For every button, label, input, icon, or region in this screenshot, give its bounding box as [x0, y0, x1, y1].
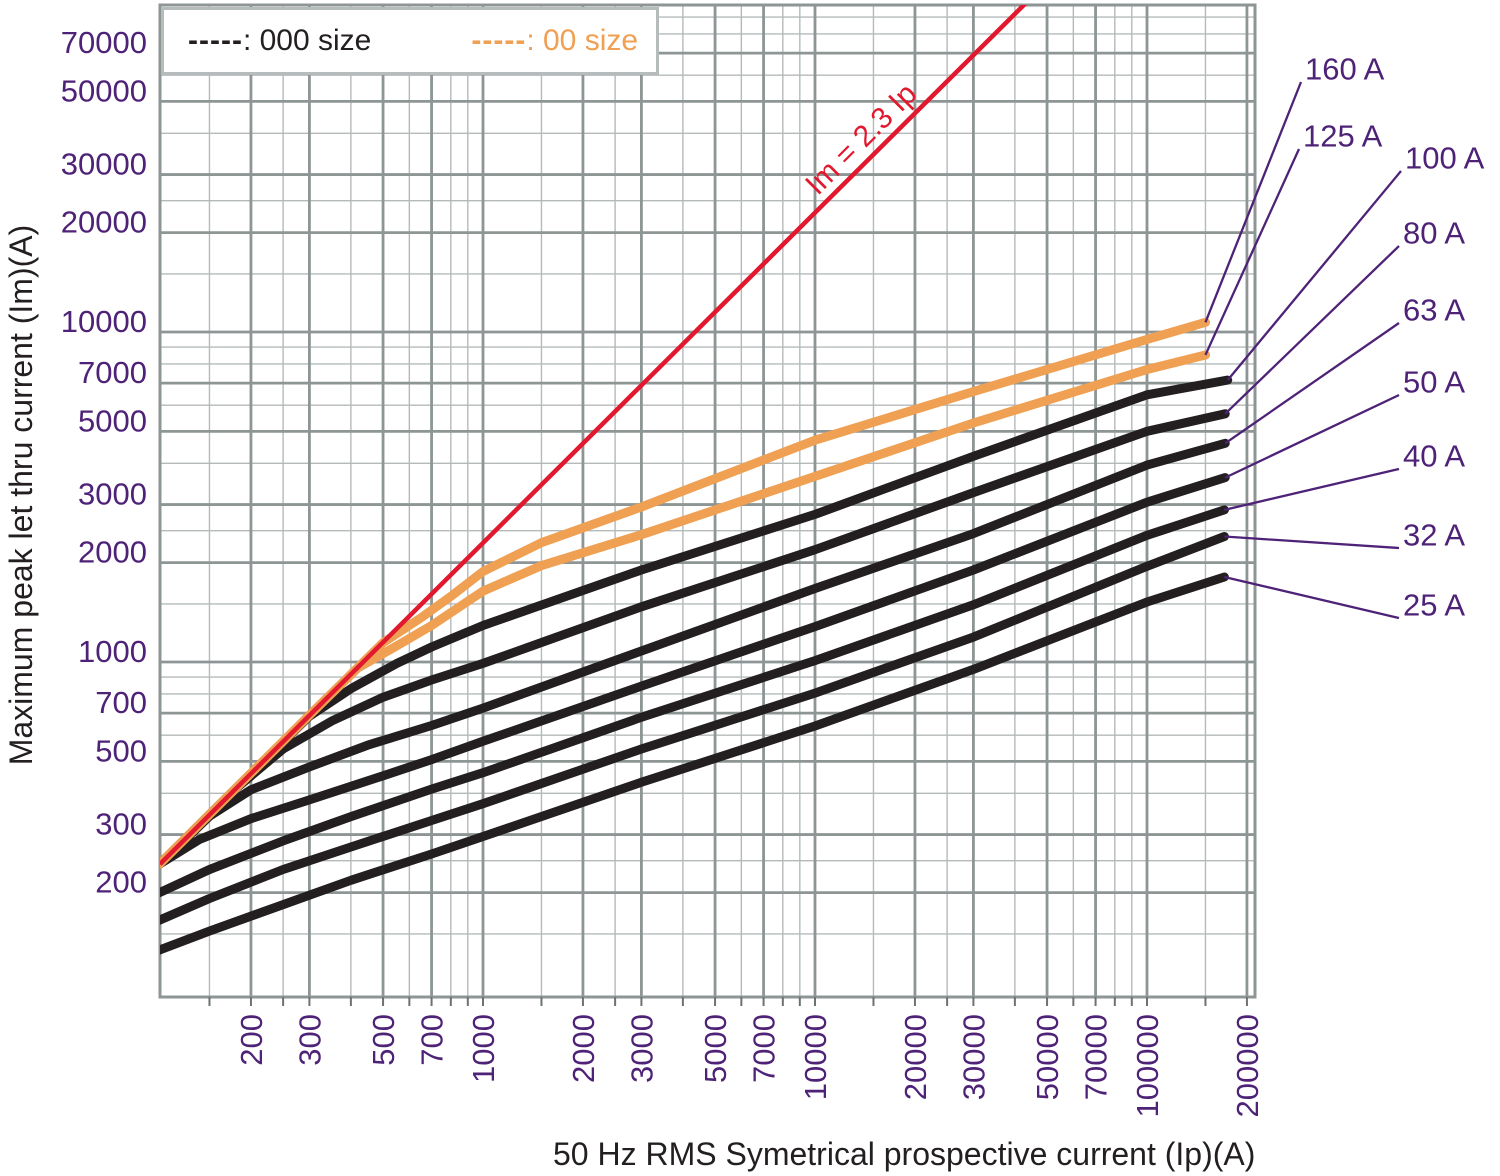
x-tick-label: 10000: [798, 1014, 833, 1100]
leader-40A: [1224, 467, 1400, 512]
x-tick-label: 500: [366, 1014, 401, 1066]
curve-50A: [160, 473, 1230, 869]
x-tick-marks: [208, 997, 1248, 1006]
curve-label-125A: 125 A: [1303, 119, 1383, 154]
y-tick-label: 20000: [61, 205, 147, 240]
y-tick-label: 7000: [78, 355, 147, 390]
x-tick-label: 100000: [1130, 1014, 1165, 1117]
x-tick-label: 700: [415, 1014, 450, 1066]
y-tick-label: 70000: [61, 25, 147, 60]
curve-label-80A: 80 A: [1403, 216, 1465, 251]
leader-32A: [1224, 535, 1400, 550]
legend-label-000: : 000 size: [242, 24, 372, 57]
leader-25A: [1224, 575, 1400, 620]
legend-item-000: -----: 000 size: [188, 24, 371, 58]
curve-label-160A: 160 A: [1305, 52, 1385, 87]
curve-label-63A: 63 A: [1403, 293, 1465, 328]
x-tick-label: 30000: [956, 1014, 991, 1100]
y-tick-label: 30000: [61, 147, 147, 182]
leader-80A: [1224, 245, 1400, 415]
leader-63A: [1224, 322, 1400, 445]
plot-border: [158, 3, 1257, 999]
curve-32A: [160, 532, 1229, 925]
x-tick-label: 200: [234, 1014, 269, 1066]
legend-dash-000: -----: [188, 24, 243, 57]
x-tick-label: 7000: [747, 1014, 782, 1083]
curve-63A: [160, 438, 1230, 869]
grid-major: [160, 5, 1255, 997]
legend-dash-00: -----: [471, 24, 527, 57]
x-tick-label: 200000: [1230, 1014, 1265, 1117]
y-tick-label: 2000: [78, 535, 147, 570]
y-tick-label: 3000: [78, 477, 147, 512]
x-axis-title: 50 Hz RMS Symetrical prospective current…: [553, 1136, 1256, 1172]
x-tick-labels: 200 300 500 700 1000 2000 3000 5000 7000 10000 200…: [234, 1014, 1265, 1117]
curve-label-25A: 25 A: [1403, 588, 1465, 623]
y-tick-label: 500: [95, 733, 147, 768]
y-tick-labels: 200 300 500 700 1000 2000 3000 5000 7000 10000 200…: [61, 25, 147, 900]
curve-label-40A: 40 A: [1403, 439, 1465, 474]
y-tick-label: 200: [95, 865, 147, 900]
y-tick-label: 5000: [78, 403, 147, 438]
x-tick-label: 300: [292, 1014, 327, 1066]
y-tick-label: 1000: [78, 634, 147, 669]
leader-50A: [1224, 393, 1400, 479]
y-tick-label: 10000: [61, 304, 147, 339]
x-tick-label: 3000: [624, 1014, 659, 1083]
curve-25A: [160, 572, 1229, 955]
curve-label-100A: 100 A: [1405, 141, 1485, 176]
grid-minor: [160, 5, 1255, 997]
y-tick-label: 700: [95, 685, 147, 720]
leader-125A: [1204, 148, 1301, 356]
curve-label-50A: 50 A: [1403, 365, 1465, 400]
x-tick-label: 5000: [698, 1014, 733, 1083]
x-tick-label: 70000: [1079, 1014, 1114, 1100]
curve-100A: [160, 375, 1233, 869]
curve-40A: [160, 505, 1229, 898]
legend-label-00: : 00 size: [526, 24, 639, 57]
y-tick-label: 50000: [61, 73, 147, 108]
reference-line: [160, 5, 1028, 866]
legend: -----: 000 size -----: 00 size: [161, 7, 659, 75]
curve-labels: 25 A 32 A 40 A 50 A 63 A 80 A 100 A 125 A 160 A: [1303, 52, 1485, 623]
series-curves: [160, 317, 1233, 955]
leader-160A: [1204, 81, 1303, 323]
x-tick-label: 20000: [898, 1014, 933, 1100]
leader-lines: [1204, 81, 1402, 620]
y-axis-title: Maximum peak let thru current (Im)(A): [3, 224, 39, 766]
x-tick-label: 1000: [466, 1014, 501, 1083]
x-tick-label: 2000: [566, 1014, 601, 1083]
curve-label-32A: 32 A: [1403, 518, 1465, 553]
reference-line-label: Im = 2.3 Ip: [799, 77, 923, 201]
y-tick-label: 300: [95, 807, 147, 842]
x-tick-label: 50000: [1030, 1014, 1065, 1100]
leader-100A: [1226, 170, 1402, 381]
legend-item-00: -----: 00 size: [471, 24, 638, 58]
